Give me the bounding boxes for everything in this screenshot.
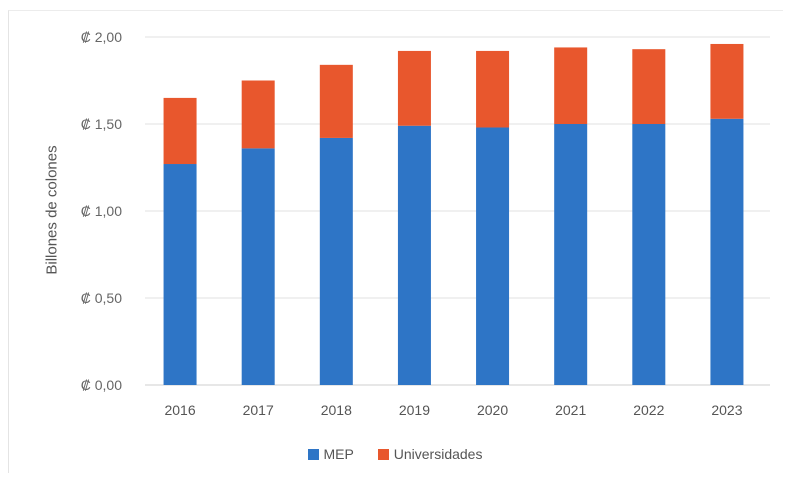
bar-mep-2022 [632, 124, 666, 385]
y-tick-label: ₡ 0,00 [81, 377, 122, 393]
x-tick-label: 2020 [477, 402, 508, 418]
legend-item-mep: MEP [307, 446, 354, 462]
bar-mep-2018 [319, 137, 353, 385]
bar-universidades-2019 [397, 50, 431, 126]
bar-universidades-2022 [632, 49, 666, 124]
legend-swatch-mep [307, 448, 319, 460]
bar-universidades-2020 [476, 50, 510, 128]
y-tick-label: ₡ 0,50 [81, 290, 122, 306]
bar-mep-2019 [397, 125, 431, 386]
legend-item-universidades: Universidades [377, 446, 483, 462]
legend-swatch-universidades [377, 448, 389, 460]
y-tick-label: ₡ 1,00 [81, 203, 122, 219]
bar-mep-2020 [476, 127, 510, 385]
x-tick-label: 2018 [321, 402, 352, 418]
bar-mep-2023 [710, 118, 744, 385]
bar-mep-2016 [163, 164, 197, 385]
bar-universidades-2021 [554, 47, 588, 124]
chart-frame [8, 10, 783, 473]
y-axis-label: Billones de colones [43, 145, 61, 275]
legend-label-universidades: Universidades [393, 446, 483, 462]
x-tick-label: 2022 [633, 402, 664, 418]
legend-label-mep: MEP [323, 446, 354, 462]
x-tick-label: 2023 [711, 402, 742, 418]
y-tick-label: ₡ 2,00 [81, 29, 122, 45]
y-tick-label: ₡ 1,50 [81, 116, 122, 132]
x-tick-label: 2016 [164, 402, 195, 418]
bar-mep-2021 [554, 124, 588, 385]
bar-mep-2017 [241, 148, 275, 385]
bar-universidades-2016 [163, 97, 197, 165]
stacked-bar-chart: ₡ 0,00 ₡ 0,50 ₡ 1,00 ₡ 1,50 ₡ 2,00 2016 2017 20… [81, 29, 770, 418]
x-tick-label: 2017 [243, 402, 274, 418]
legend: MEP Universidades [0, 446, 790, 463]
x-tick-label: 2021 [555, 402, 586, 418]
bar-universidades-2018 [319, 64, 353, 138]
bar-universidades-2017 [241, 80, 275, 149]
bar-universidades-2023 [710, 43, 744, 119]
x-tick-label: 2019 [399, 402, 430, 418]
